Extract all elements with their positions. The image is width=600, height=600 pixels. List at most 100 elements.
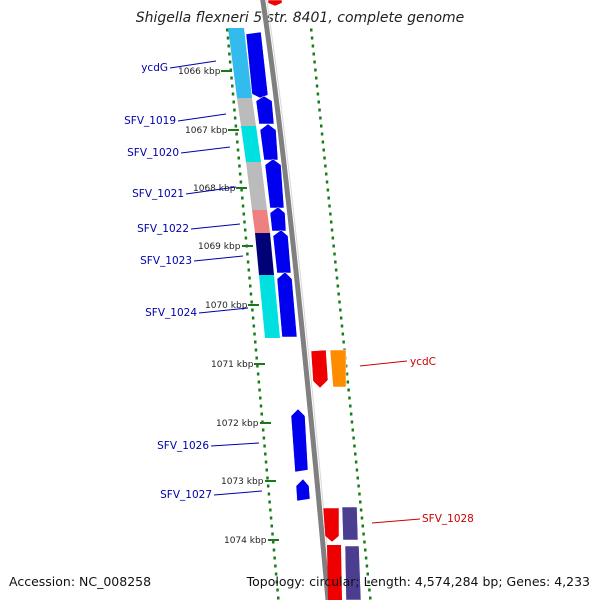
tick-dot bbox=[269, 508, 272, 512]
tick-dot bbox=[242, 212, 246, 216]
tick-dot bbox=[231, 84, 234, 88]
tick-dot bbox=[310, 28, 313, 32]
tick-dot bbox=[359, 508, 363, 512]
gene-arrows bbox=[245, 0, 362, 600]
tick-dot bbox=[259, 404, 263, 408]
tick-dot bbox=[246, 252, 249, 256]
gene-label-sfv-1024: SFV_1024 bbox=[145, 307, 197, 319]
tick-dot bbox=[362, 532, 365, 536]
gene-label-ycdg: ycdG bbox=[141, 62, 168, 74]
cog-block bbox=[259, 275, 280, 338]
inner-tick-ring bbox=[310, 28, 372, 600]
tick-dot bbox=[368, 588, 371, 592]
tick-dot bbox=[251, 316, 255, 320]
tick-dot bbox=[276, 588, 279, 592]
cog-block bbox=[241, 126, 261, 162]
tick-dot bbox=[325, 180, 329, 184]
tick-dot bbox=[365, 564, 369, 568]
tick-dot bbox=[243, 220, 246, 224]
tick-dot bbox=[249, 292, 253, 296]
tick-dot bbox=[236, 140, 239, 144]
tick-dot bbox=[247, 268, 251, 272]
tick-dot bbox=[314, 68, 317, 72]
gene-arrow-SFV_1023 bbox=[272, 229, 292, 274]
kbp-tick-label: 1074 kbp bbox=[224, 536, 267, 546]
tick-dot bbox=[244, 236, 248, 240]
tick-dot bbox=[314, 76, 318, 80]
tick-dot bbox=[354, 460, 358, 464]
tick-dot bbox=[363, 540, 366, 544]
tick-dot bbox=[264, 452, 267, 456]
tick-dot bbox=[259, 396, 262, 400]
tick-dot bbox=[352, 436, 355, 440]
tick-dot bbox=[251, 308, 254, 312]
tick-dot bbox=[354, 452, 357, 456]
gene-arrow-SFV_1024 bbox=[276, 271, 298, 338]
tick-dot bbox=[355, 468, 359, 472]
tick-dot bbox=[339, 316, 343, 320]
tick-dot bbox=[322, 148, 325, 152]
backbone bbox=[260, 0, 333, 600]
backbone-edge bbox=[266, 0, 333, 600]
tick-dot bbox=[235, 132, 238, 136]
tick-dot bbox=[268, 500, 271, 504]
tick-dot bbox=[241, 196, 244, 200]
gene-arrow-SFV_1028-b bbox=[341, 506, 359, 541]
tick-dot bbox=[312, 52, 315, 56]
tick-dot bbox=[252, 324, 256, 328]
tick-dot bbox=[324, 172, 328, 176]
gene-leader-line bbox=[177, 113, 227, 122]
gene-arrow-SFV_1022 bbox=[269, 206, 287, 232]
tick-dot bbox=[349, 404, 352, 408]
tick-dot bbox=[349, 412, 353, 416]
gene-leader-line bbox=[371, 518, 421, 524]
tick-dot bbox=[316, 92, 320, 96]
tick-dot bbox=[313, 60, 316, 64]
tick-dot bbox=[366, 572, 370, 576]
tick-dot bbox=[315, 84, 319, 88]
tick-dot bbox=[330, 228, 334, 232]
tick-dot bbox=[364, 548, 367, 552]
tick-dot bbox=[243, 228, 247, 232]
tick-dot bbox=[271, 532, 274, 536]
gene-label-sfv-1026: SFV_1026 bbox=[157, 440, 209, 452]
gene-leader-line bbox=[210, 442, 260, 447]
tick-dot bbox=[263, 444, 266, 448]
tick-dot bbox=[326, 188, 330, 192]
tick-dot bbox=[236, 148, 240, 152]
gene-label-sfv-1027: SFV_1027 bbox=[160, 489, 212, 501]
tick-dot bbox=[240, 188, 243, 192]
tick-dot bbox=[274, 564, 277, 568]
tick-dot bbox=[338, 300, 341, 304]
tick-dot bbox=[329, 220, 333, 224]
tick-dot bbox=[318, 108, 321, 112]
tick-dot bbox=[340, 324, 344, 328]
gene-leader-line bbox=[185, 186, 237, 195]
tick-dot bbox=[231, 92, 235, 96]
tick-dot bbox=[319, 124, 323, 128]
tick-dot bbox=[328, 204, 331, 208]
tick-dot bbox=[233, 108, 236, 112]
kbp-tick-label: 1066 kbp bbox=[178, 67, 221, 77]
tick-dot bbox=[228, 52, 231, 56]
tick-dot bbox=[348, 396, 351, 400]
tick-dot bbox=[311, 44, 315, 48]
gene-arrow-SFV_1021 bbox=[264, 158, 285, 209]
tick-dot bbox=[260, 412, 263, 416]
gene-label-sfv-1021: SFV_1021 bbox=[132, 188, 184, 200]
tick-dot bbox=[250, 300, 253, 304]
tick-dot bbox=[254, 340, 257, 344]
gene-arrow-top bbox=[267, 0, 283, 7]
gene-arrow-ycdC-a bbox=[310, 349, 329, 389]
tick-dot bbox=[335, 276, 339, 280]
tick-dot bbox=[253, 332, 256, 336]
tick-dot bbox=[274, 572, 278, 576]
tick-dot bbox=[359, 500, 362, 504]
kbp-tick-label: 1073 kbp bbox=[221, 477, 264, 487]
kbp-tick-label: 1067 kbp bbox=[185, 126, 228, 136]
tick-dot bbox=[234, 124, 238, 128]
tick-dot bbox=[270, 524, 274, 528]
kbp-ticks: 1066 kbp 1067 kbp 1068 kbp 1069 kbp 1070 kbp… bbox=[178, 67, 279, 546]
tick-dot bbox=[254, 348, 258, 352]
tick-dot bbox=[336, 284, 340, 288]
